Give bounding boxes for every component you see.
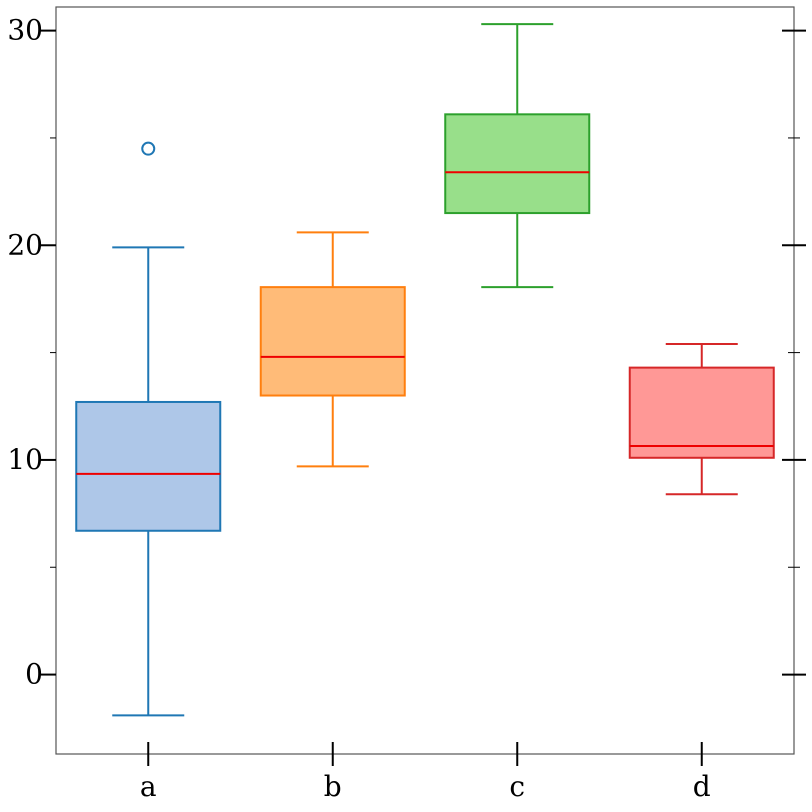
x-tick-label-b: b: [324, 770, 342, 803]
y-tick-label-0: 0: [25, 658, 43, 691]
y-tick-label-20: 20: [7, 228, 43, 261]
box-d: [628, 366, 775, 459]
box-c: [444, 113, 591, 215]
plot-frame: [55, 6, 795, 755]
outlier-point-a-0: [141, 141, 156, 156]
y-tick-label-10: 10: [7, 443, 43, 476]
box-group-a: [75, 141, 222, 717]
box-b: [259, 286, 406, 397]
x-tick-label-d: d: [693, 770, 711, 803]
plot-marks: [75, 23, 775, 717]
x-tick-label-c: c: [509, 770, 525, 803]
x-tick-label-a: a: [140, 770, 157, 803]
box-group-d: [628, 343, 775, 496]
axes: 0 10 20 30 a b c d: [7, 6, 806, 803]
y-tick-label-30: 30: [7, 14, 43, 47]
box-group-c: [444, 23, 591, 289]
box-a: [75, 400, 222, 532]
box-group-b: [259, 231, 406, 468]
